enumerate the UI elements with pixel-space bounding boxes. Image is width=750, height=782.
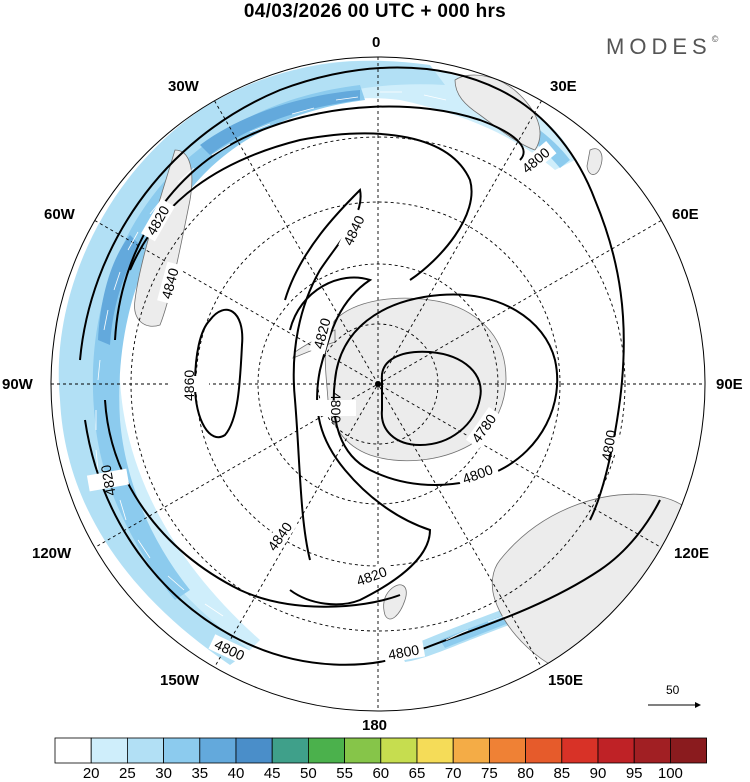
- lon-label-90w: 90W: [2, 376, 33, 393]
- map-title: 04/03/2026 00 UTC + 000 hrs: [243, 1, 507, 22]
- colorbar-swatch: [344, 737, 382, 764]
- contour-label: 4860: [181, 370, 197, 401]
- contour-label: 4820: [354, 563, 389, 589]
- lon-label-120e: 120E: [674, 545, 710, 562]
- colorbar-tick-label: 20: [82, 765, 100, 782]
- colorbar-tick-label: 65: [408, 765, 426, 782]
- contour-4820-south: [104, 399, 401, 608]
- colorbar-tick-label: 50: [300, 765, 317, 782]
- madagascar: [586, 148, 603, 175]
- colorbar-swatch: [54, 737, 92, 764]
- contour-4780: [380, 350, 482, 447]
- colorbar-swatch: [271, 737, 309, 764]
- colorbar-swatch: [452, 737, 490, 764]
- brand-name: MODES: [606, 34, 712, 59]
- wind-vectors: [95, 91, 511, 641]
- land-masses: [134, 74, 705, 683]
- colorbar-tick-label: 45: [263, 765, 281, 782]
- contour-label: 4800: [328, 392, 344, 423]
- south-america: [134, 149, 193, 327]
- brand-logo: MODES©: [606, 34, 718, 60]
- colorbar-swatch: [163, 737, 201, 764]
- lon-label-120w: 120W: [32, 545, 72, 562]
- map-boundary: [50, 56, 706, 712]
- contour-4800-outer: [79, 66, 625, 521]
- colorbar-swatch: [670, 737, 708, 764]
- colorbar-swatch: [127, 737, 165, 764]
- lon-label-150w: 150W: [160, 672, 200, 689]
- pole-marker: [375, 381, 381, 387]
- contour-4820-inner: [289, 276, 432, 606]
- colorbar-swatch: [199, 737, 237, 764]
- colorbar-swatch: [597, 737, 635, 764]
- lon-label-90e: 90E: [716, 376, 743, 393]
- contour-4840-inner: [284, 187, 362, 561]
- contour-label: 4840: [340, 213, 368, 248]
- contour-label: 4800: [460, 461, 495, 487]
- colorbar-swatch: [307, 737, 345, 764]
- colorbar-swatch: [488, 737, 526, 764]
- colorbar-swatch: [561, 737, 599, 764]
- colorbar-tick-label: 90: [589, 765, 607, 782]
- lon-label-60e: 60E: [672, 206, 699, 223]
- colorbar-swatch: [380, 737, 418, 764]
- contour-4800-inner: [332, 293, 559, 486]
- colorbar-tick-label: 75: [481, 765, 498, 782]
- colorbar-swatch: [90, 737, 128, 764]
- colorbar-tick-label: 40: [227, 765, 245, 782]
- colorbar-swatch: [235, 737, 273, 764]
- colorbar-swatch: [525, 737, 563, 764]
- contour-4820-outer: [114, 105, 525, 341]
- contour-label: 4800: [387, 641, 421, 662]
- colorbar-tick-label: 95: [625, 765, 643, 782]
- lon-label-180: 180: [362, 717, 388, 734]
- colorbar-tick-label: 35: [191, 765, 209, 782]
- colorbar-tick-label: 70: [444, 765, 462, 782]
- colorbar-tick-label: 80: [517, 765, 534, 782]
- map-disk: 4800 4800 4800 4800 4800 4800 4780 4820 …: [51, 57, 705, 711]
- height-contours: [79, 66, 661, 666]
- contour-4860: [193, 308, 244, 438]
- colorbar-tick-label: 100: [657, 765, 683, 782]
- contour-label: 4820: [97, 463, 118, 497]
- copyright-mark: ©: [711, 34, 719, 44]
- contour-label: 4840: [158, 266, 182, 300]
- colorbar-tick-label: 85: [553, 765, 571, 782]
- colorbar-swatch: [633, 737, 671, 764]
- australia: [491, 493, 705, 683]
- colorbar-tick-label: 60: [372, 765, 390, 782]
- contour-label: 4820: [310, 316, 334, 350]
- vector-scale-label: 50: [666, 683, 680, 697]
- contour-label: 4800: [598, 428, 619, 462]
- colorbar: [54, 737, 708, 764]
- lon-label-30w: 30W: [168, 78, 199, 95]
- colorbar-tick-label: 25: [119, 765, 136, 782]
- lon-label-150e: 150E: [548, 672, 584, 689]
- colorbar-tick-label: 30: [155, 765, 172, 782]
- lon-label-60w: 60W: [44, 206, 75, 223]
- new-zealand: [383, 584, 407, 620]
- lon-label-30e: 30E: [550, 78, 577, 95]
- colorbar-tick-label: 55: [336, 765, 353, 782]
- contour-4840-outer: [129, 132, 473, 281]
- lon-label-0: 0: [372, 34, 381, 51]
- colorbar-swatch: [416, 737, 454, 764]
